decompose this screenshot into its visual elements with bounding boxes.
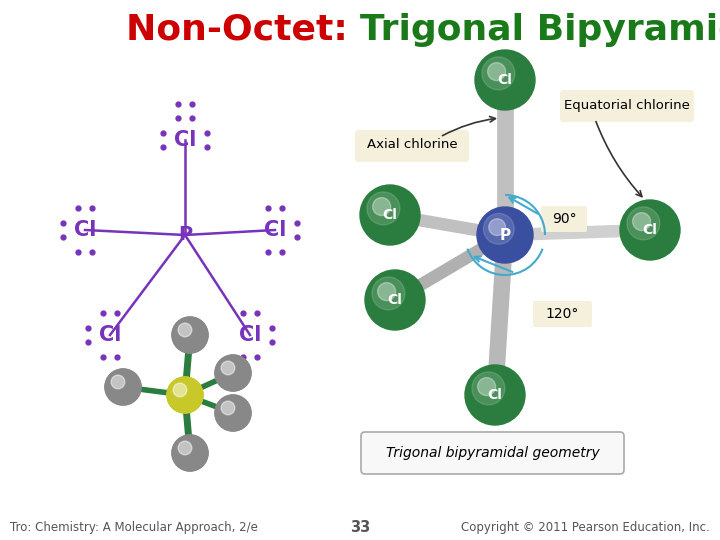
Circle shape [477, 207, 533, 263]
Circle shape [183, 446, 197, 460]
Circle shape [222, 402, 244, 424]
Circle shape [222, 362, 244, 384]
Text: 33: 33 [350, 521, 370, 536]
Circle shape [373, 198, 391, 215]
FancyBboxPatch shape [533, 301, 592, 327]
Circle shape [173, 383, 186, 397]
Circle shape [178, 388, 192, 402]
Circle shape [489, 219, 505, 235]
Circle shape [116, 380, 130, 394]
Circle shape [367, 192, 400, 225]
Text: Cl: Cl [382, 208, 397, 222]
Circle shape [167, 377, 203, 413]
FancyBboxPatch shape [560, 90, 694, 122]
Circle shape [179, 324, 201, 346]
Circle shape [172, 317, 208, 353]
Circle shape [221, 401, 235, 415]
Text: Cl: Cl [239, 325, 261, 345]
Text: Trigonal bipyramidal geometry: Trigonal bipyramidal geometry [386, 446, 599, 460]
Circle shape [172, 435, 208, 471]
Circle shape [172, 435, 208, 471]
Circle shape [472, 372, 505, 405]
Circle shape [186, 332, 194, 339]
Text: Cl: Cl [387, 293, 402, 307]
Circle shape [186, 449, 194, 457]
Circle shape [171, 381, 199, 409]
Text: P: P [500, 227, 510, 242]
Text: Cl: Cl [99, 325, 121, 345]
Text: Tro: Chemistry: A Molecular Approach, 2/e: Tro: Chemistry: A Molecular Approach, 2/… [10, 522, 258, 535]
Circle shape [219, 359, 248, 387]
Text: Non-Octet:: Non-Octet: [125, 13, 360, 47]
FancyBboxPatch shape [541, 206, 587, 232]
Circle shape [167, 377, 203, 413]
Circle shape [372, 277, 405, 310]
Circle shape [215, 395, 251, 431]
Circle shape [230, 409, 237, 416]
Text: 120°: 120° [545, 307, 579, 321]
Circle shape [230, 369, 237, 376]
Text: Cl: Cl [74, 220, 96, 240]
Circle shape [174, 384, 196, 406]
Circle shape [178, 441, 192, 455]
Text: Equatorial chlorine: Equatorial chlorine [564, 98, 690, 111]
Circle shape [226, 406, 240, 420]
Circle shape [487, 63, 505, 80]
FancyBboxPatch shape [355, 130, 469, 162]
Circle shape [105, 369, 141, 405]
Text: Cl: Cl [642, 223, 657, 237]
Text: Cl: Cl [498, 73, 513, 87]
Text: 90°: 90° [552, 212, 576, 226]
Circle shape [215, 395, 251, 431]
Circle shape [181, 392, 189, 399]
Text: Cl: Cl [264, 220, 286, 240]
Circle shape [627, 207, 660, 240]
Text: Copyright © 2011 Pearson Education, Inc.: Copyright © 2011 Pearson Education, Inc. [462, 522, 710, 535]
Circle shape [365, 270, 425, 330]
Text: P: P [178, 226, 192, 245]
Circle shape [178, 323, 192, 337]
Circle shape [360, 185, 420, 245]
Text: Axial chlorine: Axial chlorine [366, 138, 457, 152]
Circle shape [112, 376, 134, 398]
Circle shape [633, 213, 651, 231]
Circle shape [215, 355, 251, 391]
Text: Trigonal Bipyramidal: Trigonal Bipyramidal [360, 13, 720, 47]
Circle shape [620, 200, 680, 260]
Circle shape [179, 442, 201, 464]
Circle shape [172, 317, 208, 353]
Circle shape [226, 366, 240, 380]
Circle shape [176, 321, 204, 349]
Circle shape [109, 373, 138, 401]
Circle shape [377, 282, 395, 301]
Circle shape [483, 213, 514, 244]
Circle shape [215, 355, 251, 391]
Circle shape [111, 375, 125, 389]
Text: Cl: Cl [487, 388, 503, 402]
Text: Cl: Cl [174, 130, 196, 150]
Circle shape [221, 361, 235, 375]
FancyBboxPatch shape [361, 432, 624, 474]
Circle shape [176, 438, 204, 468]
Circle shape [477, 377, 495, 396]
Circle shape [465, 365, 525, 425]
Circle shape [482, 57, 515, 90]
Circle shape [475, 50, 535, 110]
Circle shape [219, 399, 248, 427]
Circle shape [183, 328, 197, 342]
Circle shape [105, 369, 141, 405]
Circle shape [120, 383, 127, 390]
